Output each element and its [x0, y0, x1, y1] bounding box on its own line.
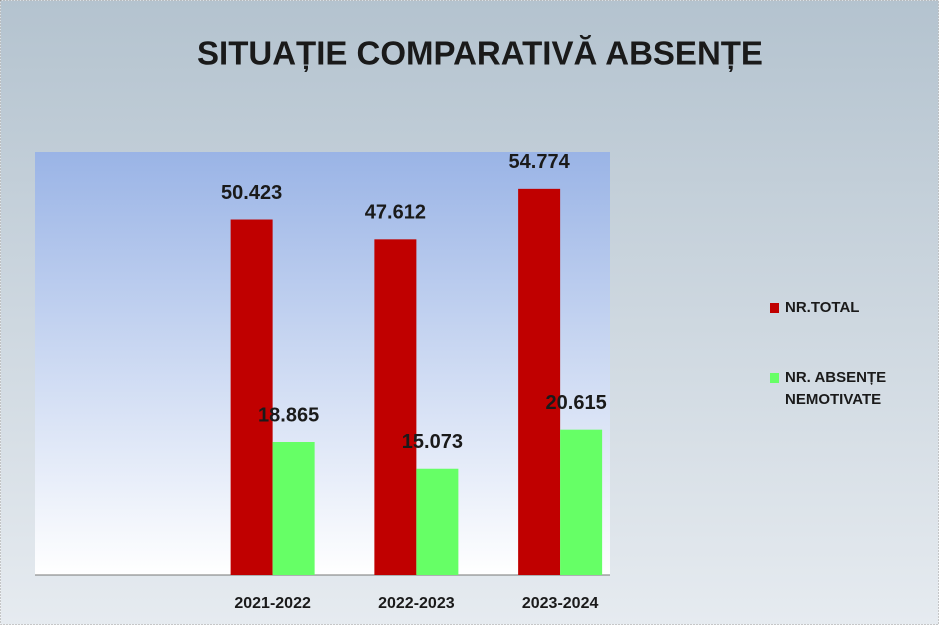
data-label: 54.774	[509, 151, 571, 173]
data-label: 47.612	[365, 202, 426, 224]
bar	[416, 468, 459, 575]
data-label: 15.073	[402, 431, 463, 453]
data-label: 20.615	[546, 392, 607, 414]
bar	[374, 239, 417, 576]
plot-area	[35, 152, 610, 575]
data-label: 18.865	[258, 404, 319, 426]
legend-label: NR.TOTAL	[785, 299, 859, 316]
legend-swatch	[770, 303, 779, 313]
bar	[230, 219, 273, 575]
data-label: 50.423	[221, 182, 282, 204]
x-tick-label: 2021-2022	[234, 595, 311, 612]
bar	[560, 429, 603, 575]
bar	[272, 442, 315, 575]
x-tick-label: 2022-2023	[378, 595, 455, 612]
x-tick-label: 2023-2024	[522, 595, 599, 612]
bar	[518, 188, 561, 575]
chart-title: SITUAȚIE COMPARATIVĂ ABSENȚE	[197, 35, 763, 72]
legend-swatch	[770, 373, 779, 383]
legend-label: NR. ABSENȚE NEMOTIVATE	[785, 369, 886, 408]
